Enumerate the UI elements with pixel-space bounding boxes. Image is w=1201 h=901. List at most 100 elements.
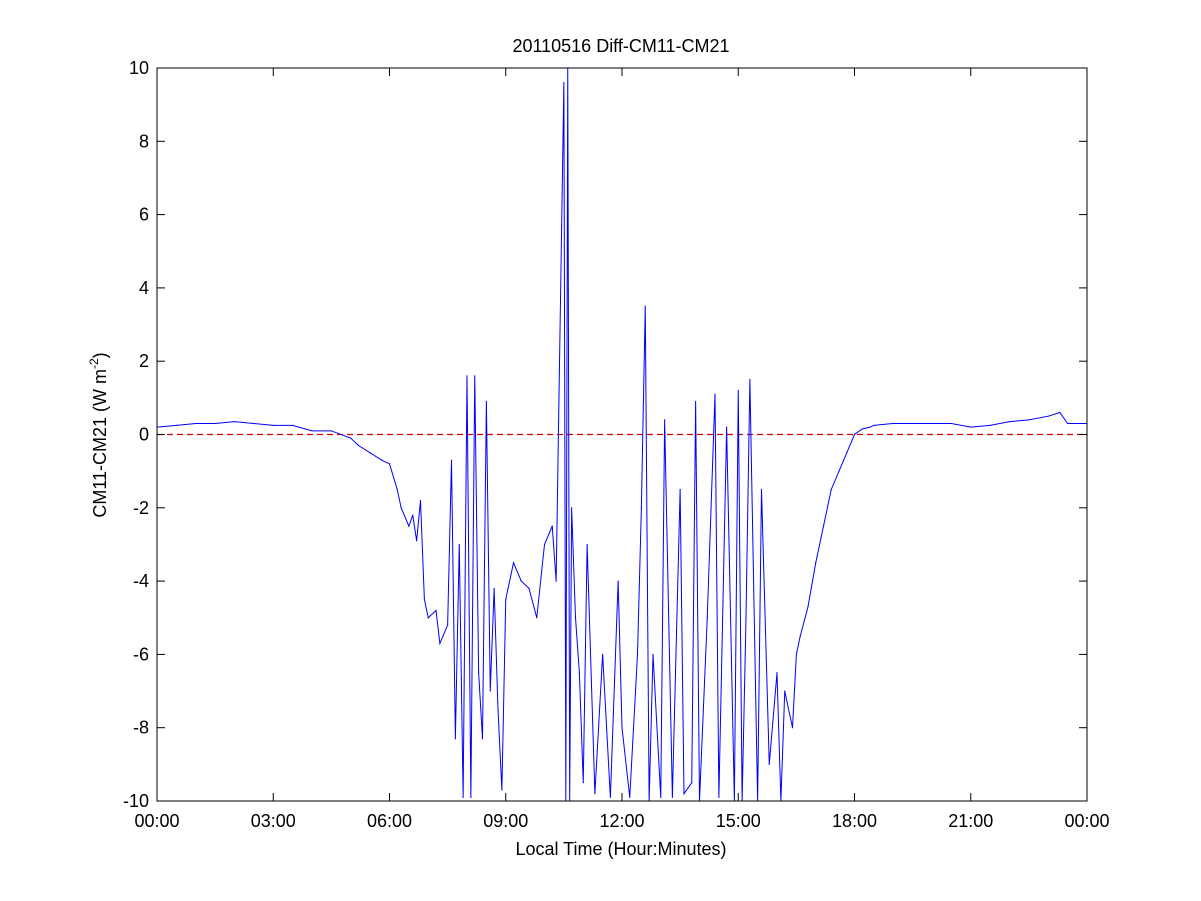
data-point [450,459,453,461]
data-point [931,422,933,425]
data-point [745,617,747,619]
data-point [621,727,623,729]
data-point [330,430,332,432]
data-point [799,635,801,637]
data-point [706,617,708,619]
x-tick-label: 09:00 [483,811,528,831]
data-point [435,609,437,612]
data-point [447,624,449,626]
data-point [691,782,693,784]
data-point [640,507,642,509]
data-point [478,672,480,674]
data-point [912,422,914,425]
data-point [822,525,825,527]
data-point [1067,422,1069,425]
data-point [423,598,425,601]
data-point [233,421,236,423]
data-point [718,796,720,798]
data-point [311,430,313,432]
data-point [481,738,484,740]
data-point [602,653,604,656]
data-point [501,789,503,791]
data-point [412,514,414,516]
data-point [795,653,797,656]
data-point [636,653,639,656]
data-point [714,393,716,395]
data-point [838,470,840,472]
y-axis-label-superscript: -2 [87,358,101,369]
data-point [416,540,418,542]
data-point [427,617,429,619]
chart-title: 20110516 Diff-CM11-CM21 [512,36,729,56]
x-tick-label: 00:00 [134,811,179,831]
data-point [594,793,596,795]
data-point [582,782,584,784]
x-axis-label: Local Time (Hour:Minutes) [515,839,726,859]
data-point [493,587,495,590]
data-point [617,580,619,582]
data-point [749,378,751,381]
data-point [214,422,216,425]
data-point [679,488,681,491]
data-point [892,422,894,425]
data-point [950,422,952,425]
data-point [419,499,422,502]
y-tick-label: -8 [133,718,149,738]
y-axis-label-close: ) [90,352,110,358]
data-point [970,426,972,428]
data-point [543,543,546,546]
data-point [253,422,255,425]
data-point [830,488,832,491]
data-point [760,488,763,491]
y-tick-label: 8 [139,131,149,151]
data-point [563,82,565,84]
data-point [571,507,573,509]
data-point [791,727,794,729]
data-point [776,672,778,674]
data-point [768,763,770,765]
data-point [357,444,360,447]
data-point [1028,419,1030,421]
data-point [485,400,487,403]
data-point [195,422,197,425]
data-point [462,796,464,798]
data-point [664,419,666,421]
x-tick-label: 03:00 [251,811,296,831]
data-point [1047,415,1049,417]
data-point [629,796,631,798]
y-tick-label: -2 [133,498,149,518]
data-point [644,305,646,307]
data-point [272,424,274,426]
data-point [586,543,588,546]
plot-area: 00:00 03:00 06:00 09:00 12:00 15:00 18:00 21:00… [123,58,1110,831]
data-point [1008,421,1011,423]
x-tick-label: 12:00 [599,811,644,831]
data-point [555,580,557,582]
data-point [660,796,662,798]
y-axis-label: CM11-CM21 (W m-2) [87,352,110,517]
data-point [652,653,654,656]
data-point [505,598,507,601]
data-point [846,452,848,454]
y-tick-label: -6 [133,644,149,664]
data-point [369,452,371,454]
y-tick-label: 2 [139,351,149,371]
y-tick-label: 6 [139,205,149,225]
data-point [175,424,177,426]
data-point [683,793,685,795]
data-point [400,507,402,509]
data-point [458,543,460,546]
data-point [536,617,538,619]
y-tick-label: -4 [133,571,149,591]
data-point [497,708,499,710]
data-point [292,424,294,426]
x-tick-label: 21:00 [948,811,993,831]
y-tick-label: -10 [123,791,149,811]
y-axis-label-main: CM11-CM21 (W m [90,369,110,518]
data-point [551,525,553,527]
data-point [489,690,491,692]
data-point [520,580,522,582]
data-point [671,796,673,798]
